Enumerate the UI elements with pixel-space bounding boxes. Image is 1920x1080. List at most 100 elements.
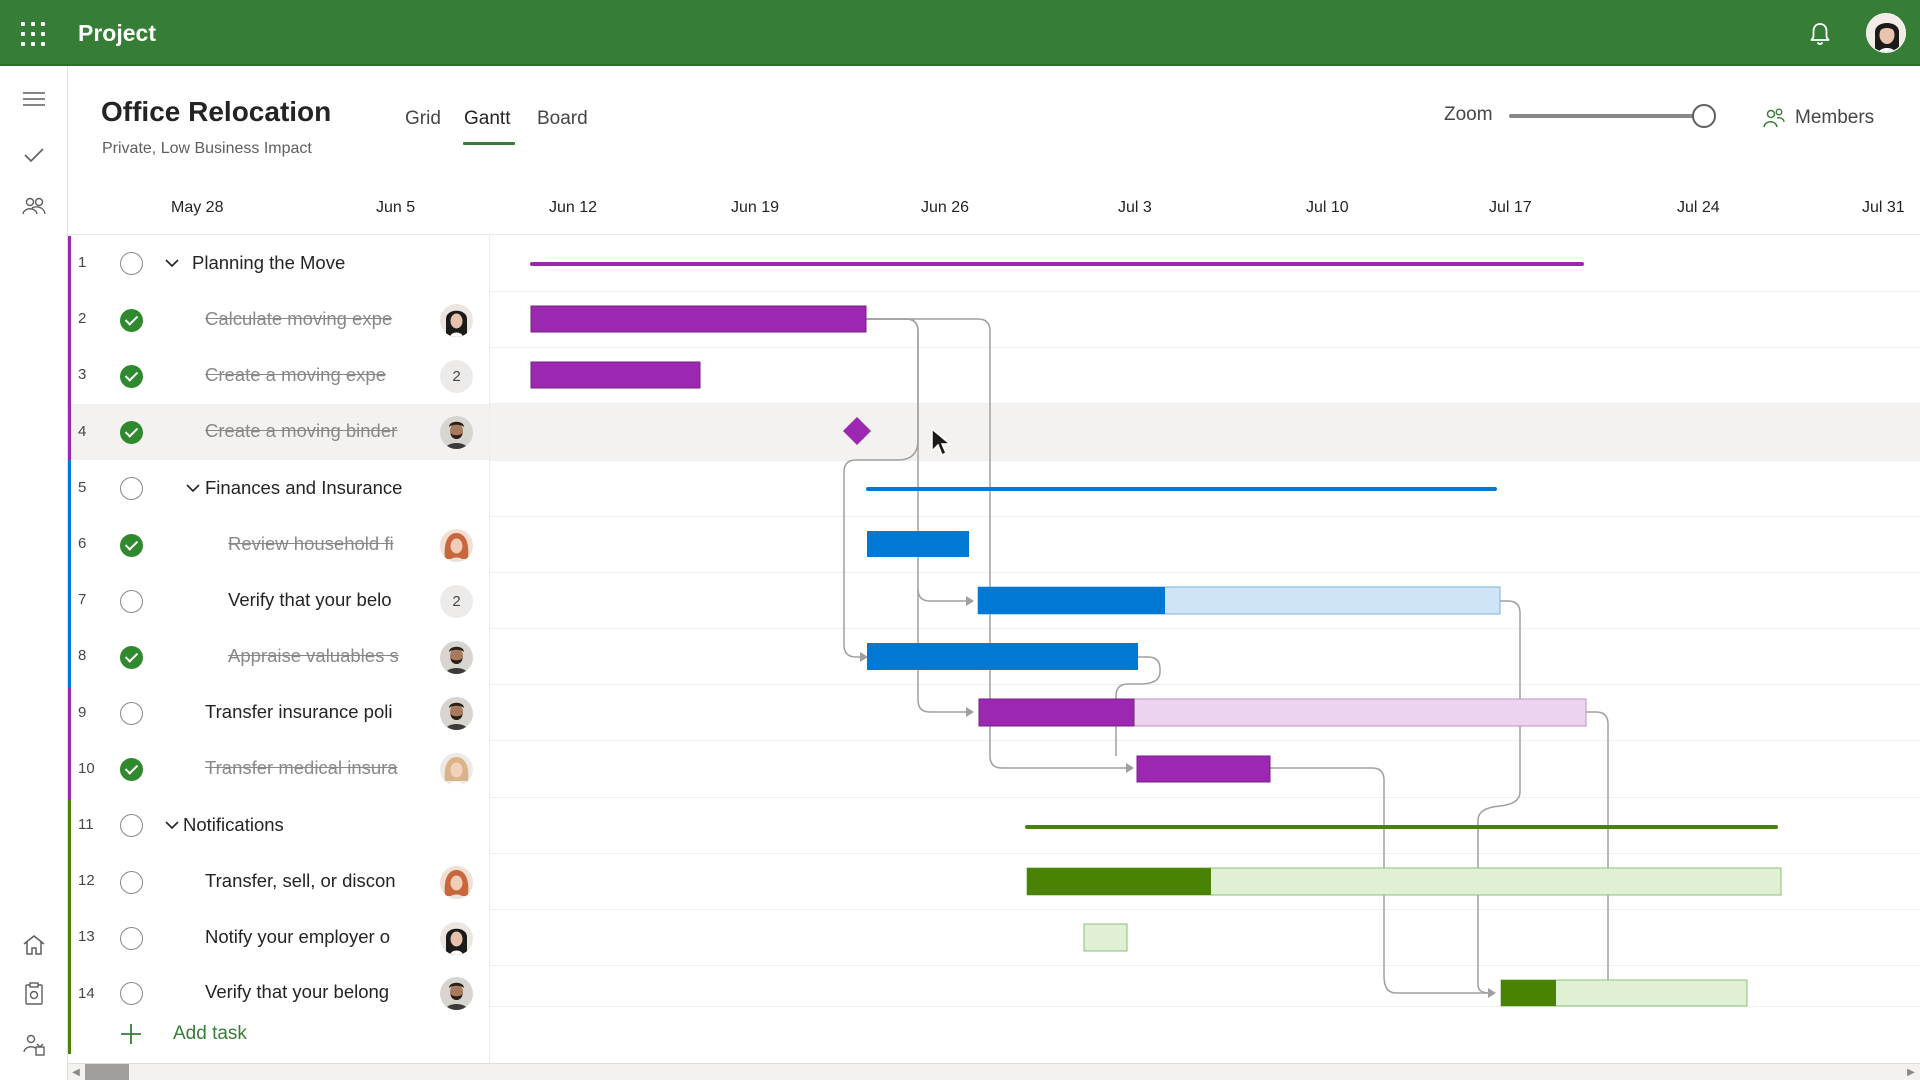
task-complete-checkbox[interactable] [120, 814, 143, 837]
assignee-avatar[interactable] [440, 753, 473, 786]
assignee-avatar[interactable] [440, 641, 473, 674]
milestone-create-moving-binder[interactable] [843, 417, 871, 445]
zoom-slider-thumb[interactable] [1692, 104, 1716, 128]
zoom-slider-track[interactable] [1509, 114, 1703, 118]
task-complete-checkbox[interactable] [120, 252, 143, 275]
tab-grid[interactable]: Grid [405, 108, 441, 129]
task-name[interactable]: Review household fi [228, 533, 394, 554]
row-separator [490, 460, 1920, 461]
task-number: 3 [78, 366, 87, 383]
row-separator [490, 853, 1920, 854]
task-complete-checkbox[interactable] [120, 590, 143, 613]
task-number: 12 [78, 872, 95, 889]
assignee-count-badge[interactable]: 2 [440, 360, 473, 393]
plan-subtitle: Private, Low Business Impact [102, 140, 312, 157]
members-button[interactable]: Members [1763, 104, 1874, 132]
summary-bar-planning-the-move[interactable] [530, 262, 1584, 266]
task-name[interactable]: Transfer medical insura [205, 757, 398, 778]
add-task-button[interactable]: Add task [118, 1021, 247, 1047]
task-complete-checkbox[interactable] [120, 927, 143, 950]
row-separator [490, 516, 1920, 517]
assignee-avatar[interactable] [440, 529, 473, 562]
task-number: 14 [78, 985, 95, 1002]
task-name[interactable]: Create a moving binder [205, 420, 398, 441]
left-rail [0, 66, 68, 1080]
task-number: 6 [78, 535, 87, 552]
timeline-date: Jul 24 [1677, 199, 1720, 216]
task-complete-checkbox[interactable] [120, 309, 143, 332]
task-bar-transfer-sell-or-discontinue[interactable] [1026, 867, 1782, 896]
task-complete-checkbox[interactable] [120, 982, 143, 1005]
task-bar-create-moving-expense[interactable] [530, 361, 701, 389]
task-complete-checkbox[interactable] [120, 477, 143, 500]
assignee-avatar[interactable] [440, 977, 473, 1010]
chevron-down-icon[interactable] [164, 817, 180, 833]
scroll-left-icon[interactable]: ◀ [72, 1066, 80, 1078]
task-name[interactable]: Create a moving expe [205, 364, 386, 385]
people-icon[interactable] [18, 190, 50, 222]
horizontal-scrollbar[interactable] [68, 1063, 1920, 1080]
assignee-count-badge[interactable]: 2 [440, 585, 473, 618]
task-number: 10 [78, 760, 95, 777]
templates-icon[interactable] [18, 978, 50, 1010]
task-number: 1 [78, 254, 87, 271]
task-bar-transfer-medical-insurance[interactable] [1136, 755, 1271, 783]
task-name[interactable]: Verify that your belong [205, 981, 390, 1002]
task-bar-notify-your-employer[interactable] [1083, 923, 1128, 952]
scroll-right-icon[interactable]: ▶ [1907, 1066, 1915, 1078]
task-complete-checkbox[interactable] [120, 421, 143, 444]
task-complete-checkbox[interactable] [120, 646, 143, 669]
assignee-avatar[interactable] [440, 922, 473, 955]
task-complete-checkbox[interactable] [120, 365, 143, 388]
task-name[interactable]: Transfer insurance poli [205, 701, 393, 722]
assignee-avatar[interactable] [440, 866, 473, 899]
arrowhead [966, 707, 974, 717]
task-complete-checkbox[interactable] [120, 534, 143, 557]
task-bar-calculate-moving-expenses[interactable] [530, 305, 867, 333]
assignee-avatar[interactable] [440, 416, 473, 449]
app-launcher-icon[interactable] [21, 22, 45, 46]
task-bar-verify-belongings[interactable] [977, 586, 1501, 615]
task-name[interactable]: Calculate moving expe [205, 308, 393, 329]
row-separator [490, 572, 1920, 573]
hamburger-menu-icon[interactable] [18, 83, 50, 115]
task-complete-checkbox[interactable] [120, 758, 143, 781]
summary-bar-finances-and-insurance[interactable] [866, 487, 1497, 491]
task-number: 2 [78, 310, 87, 327]
assignee-avatar[interactable] [440, 304, 473, 337]
task-name[interactable]: Transfer, sell, or discon [205, 870, 396, 891]
plus-icon [121, 1024, 141, 1044]
tab-gantt[interactable]: Gantt [464, 108, 511, 129]
task-complete-checkbox[interactable] [120, 871, 143, 894]
task-name[interactable]: Finances and Insurance [205, 477, 403, 498]
shared-with-me-icon[interactable] [18, 1029, 50, 1061]
task-bar-review-household-finances[interactable] [867, 531, 969, 557]
task-name[interactable]: Notify your employer o [205, 926, 391, 947]
assignee-avatar[interactable] [440, 697, 473, 730]
user-avatar[interactable] [1866, 13, 1906, 53]
group-color-bar-insurance-transfers [68, 688, 71, 800]
task-bar-transfer-insurance-policies[interactable] [978, 698, 1587, 727]
my-tasks-check-icon[interactable] [18, 139, 50, 171]
task-name[interactable]: Appraise valuables s [228, 645, 399, 666]
task-bar-verify-your-belongings[interactable] [1500, 979, 1748, 1007]
notifications-bell-icon[interactable] [1807, 20, 1833, 48]
chevron-down-icon[interactable] [164, 255, 180, 271]
arrowhead [1126, 763, 1134, 773]
group-color-bar-notifications [68, 800, 71, 1054]
tab-board[interactable]: Board [537, 108, 588, 129]
summary-bar-notifications[interactable] [1025, 825, 1778, 829]
task-number: 7 [78, 591, 87, 608]
chevron-down-icon[interactable] [185, 480, 201, 496]
task-name[interactable]: Planning the Move [192, 252, 346, 273]
group-color-bar-finances [68, 460, 71, 688]
scrollbar-thumb[interactable] [85, 1064, 129, 1080]
timeline-date: Jun 5 [376, 199, 416, 216]
task-name[interactable]: Verify that your belo [228, 589, 392, 610]
home-icon[interactable] [18, 929, 50, 961]
mouse-pointer-icon [930, 427, 954, 462]
task-bar-appraise-valuables[interactable] [867, 643, 1138, 670]
task-name[interactable]: Notifications [183, 814, 284, 835]
task-complete-checkbox[interactable] [120, 702, 143, 725]
app-header: Project [0, 0, 1920, 66]
